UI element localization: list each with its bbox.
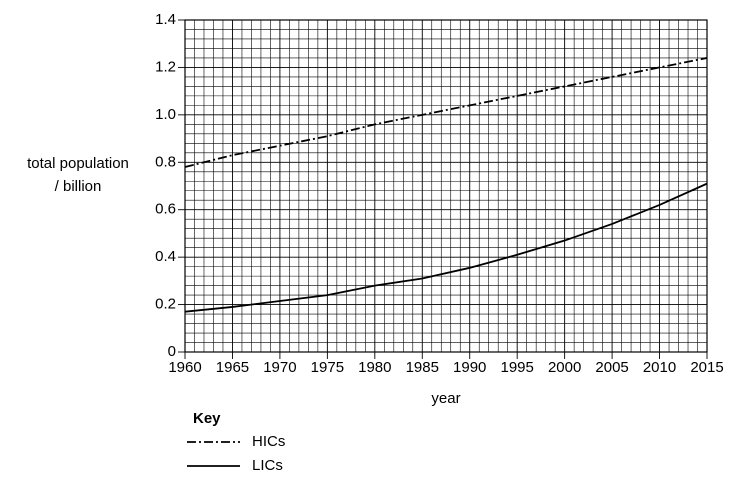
y-tick-label: 0.2 xyxy=(155,296,176,313)
x-tick-label: 1980 xyxy=(358,359,391,376)
y-tick-label: 0.8 xyxy=(155,153,176,170)
x-tick-label: 1965 xyxy=(216,359,249,376)
x-tick-label: 1985 xyxy=(406,359,439,376)
x-tick-label: 2005 xyxy=(595,359,628,376)
x-tick-label: 2015 xyxy=(690,359,723,376)
x-tick-label: 1995 xyxy=(500,359,533,376)
x-tick-label: 1975 xyxy=(311,359,344,376)
x-tick-label: 1960 xyxy=(168,359,201,376)
y-tick-label: 1.4 xyxy=(155,11,176,28)
x-axis-label: year xyxy=(431,390,460,407)
y-axis-label: total population xyxy=(27,155,129,172)
y-tick-label: 1.0 xyxy=(155,106,176,123)
data-line xyxy=(184,57,708,168)
x-tick-label: 2000 xyxy=(548,359,581,376)
y-tick-label: 0 xyxy=(168,343,176,360)
x-tick-label: 1990 xyxy=(453,359,486,376)
x-tick-label: 1970 xyxy=(263,359,296,376)
data-line xyxy=(184,182,708,313)
x-tick-label: 2010 xyxy=(643,359,676,376)
y-axis-label: / billion xyxy=(55,178,102,195)
legend-label: LICs xyxy=(252,457,283,474)
y-tick-label: 0.6 xyxy=(155,201,176,218)
legend-label: HICs xyxy=(252,433,285,450)
y-tick-label: 0.4 xyxy=(155,248,176,265)
plot-frame xyxy=(184,19,708,353)
y-tick-label: 1.2 xyxy=(155,58,176,75)
legend-title: Key xyxy=(193,410,221,427)
